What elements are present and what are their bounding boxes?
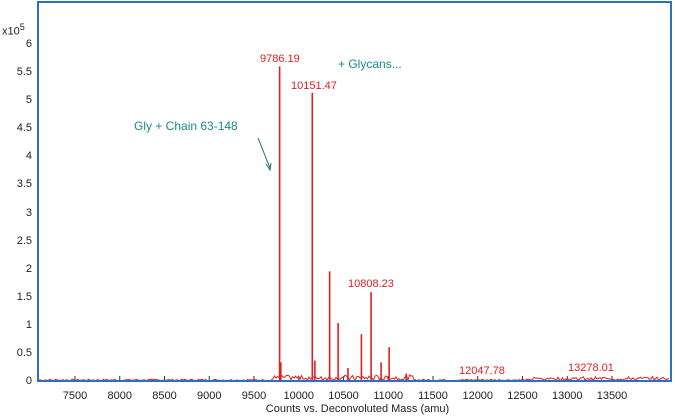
y-tick-label: 1 bbox=[25, 318, 32, 331]
y-tick-label: 3.5 bbox=[16, 178, 32, 191]
x-tick-label: 11000 bbox=[373, 390, 404, 402]
x-tick-label: 12000 bbox=[462, 390, 494, 402]
peak-label-9786: 9786.19 bbox=[260, 53, 300, 65]
x-axis-label: Counts vs. Deconvoluted Mass (amu) bbox=[265, 403, 450, 415]
x-tick-label: 10500 bbox=[328, 390, 359, 402]
x-tick-label: 8500 bbox=[152, 390, 177, 402]
y-tick-label: 4 bbox=[25, 150, 32, 163]
y-tick-label: 3 bbox=[25, 206, 32, 219]
y-tick-label: 6 bbox=[25, 38, 32, 50]
x-tick-label: 11500 bbox=[418, 390, 448, 402]
x-tick-label: 13500 bbox=[596, 390, 628, 402]
y-tick-label: 5.5 bbox=[16, 66, 32, 79]
plot-area[interactable] bbox=[37, 1, 672, 382]
x-tick-label: 10000 bbox=[283, 390, 315, 402]
y-tick-label: 0.5 bbox=[16, 346, 32, 359]
y-tick-label: 0 bbox=[25, 375, 32, 387]
annotation-glycans: + Glycans... bbox=[338, 57, 402, 71]
annotation-gly-chain: Gly + Chain 63-148 bbox=[134, 119, 238, 133]
peak-label-10808: 10808.23 bbox=[348, 278, 394, 290]
y-tick-label: 2.5 bbox=[16, 234, 32, 247]
y-tick-label: 4.5 bbox=[16, 122, 32, 135]
x-tick-label: 7500 bbox=[62, 390, 88, 402]
peak-label-10151: 10151.47 bbox=[291, 80, 337, 92]
x-tick-label: 13000 bbox=[551, 390, 583, 402]
x-tick-label: 9000 bbox=[197, 390, 222, 402]
peak-label-13278: 13278.01 bbox=[568, 362, 614, 374]
peak-label-12047: 12047.78 bbox=[459, 365, 505, 377]
x-tick-label: 9500 bbox=[241, 390, 267, 402]
y-tick-label: 1.5 bbox=[16, 290, 32, 303]
spectrum-plot bbox=[39, 66, 670, 380]
y-axis-exponent: x105 bbox=[2, 22, 25, 38]
y-tick-label: 2 bbox=[25, 262, 32, 275]
y-tick-label: 5 bbox=[25, 94, 32, 107]
x-tick-label: 12500 bbox=[507, 390, 538, 402]
x-tick-label: 8000 bbox=[107, 390, 132, 402]
